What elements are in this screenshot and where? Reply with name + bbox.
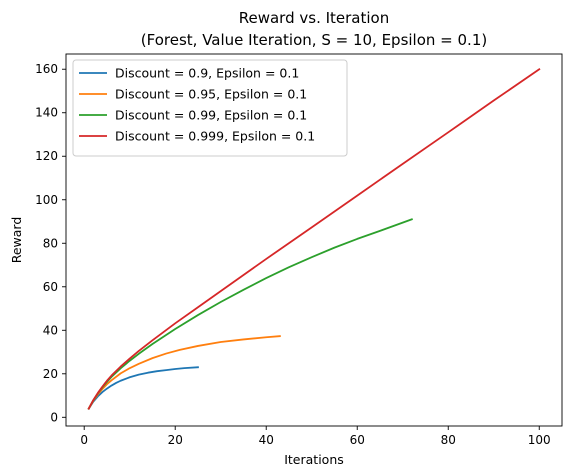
legend-label-2: Discount = 0.99, Epsilon = 0.1 — [115, 108, 307, 123]
plot-area: 0 20 40 60 80 100 0 20 40 60 80 100 120 140 160 — [35, 53, 563, 447]
series-line-1 — [87, 335, 281, 410]
series-line-0 — [87, 366, 199, 410]
legend: Discount = 0.9, Epsilon = 0.1 Discount = … — [72, 59, 348, 157]
x-tick-label-0: 0 — [80, 433, 88, 447]
y-tick-label-2: 40 — [43, 323, 58, 337]
series-line-2 — [87, 218, 413, 410]
legend-label-1: Discount = 0.95, Epsilon = 0.1 — [115, 87, 307, 102]
chart-title-line1: Reward vs. Iteration — [239, 9, 389, 27]
y-tick-label-5: 100 — [35, 193, 58, 207]
x-tick-label-1: 20 — [168, 433, 183, 447]
y-tick-label-3: 60 — [43, 280, 58, 294]
plot-frame — [65, 53, 563, 427]
legend-label-3: Discount = 0.999, Epsilon = 0.1 — [115, 129, 315, 144]
y-tick-label-0: 0 — [50, 410, 58, 424]
y-tick-label-8: 160 — [35, 62, 58, 76]
x-tick-label-5: 100 — [528, 433, 551, 447]
x-tick-label-3: 60 — [350, 433, 365, 447]
y-axis-label: Reward — [9, 217, 24, 264]
x-tick-label-2: 40 — [259, 433, 274, 447]
y-tick-label-6: 120 — [35, 149, 58, 163]
x-tick-label-4: 80 — [441, 433, 456, 447]
legend-box — [72, 59, 348, 157]
chart-title-line2: (Forest, Value Iteration, S = 10, Epsilo… — [141, 31, 487, 49]
y-tick-label-7: 140 — [35, 106, 58, 120]
x-axis-label: Iterations — [284, 452, 344, 467]
y-tick-label-4: 80 — [43, 236, 58, 250]
legend-label-0: Discount = 0.9, Epsilon = 0.1 — [115, 66, 299, 81]
series-line-3 — [87, 67, 541, 410]
y-tick-label-1: 20 — [43, 367, 58, 381]
